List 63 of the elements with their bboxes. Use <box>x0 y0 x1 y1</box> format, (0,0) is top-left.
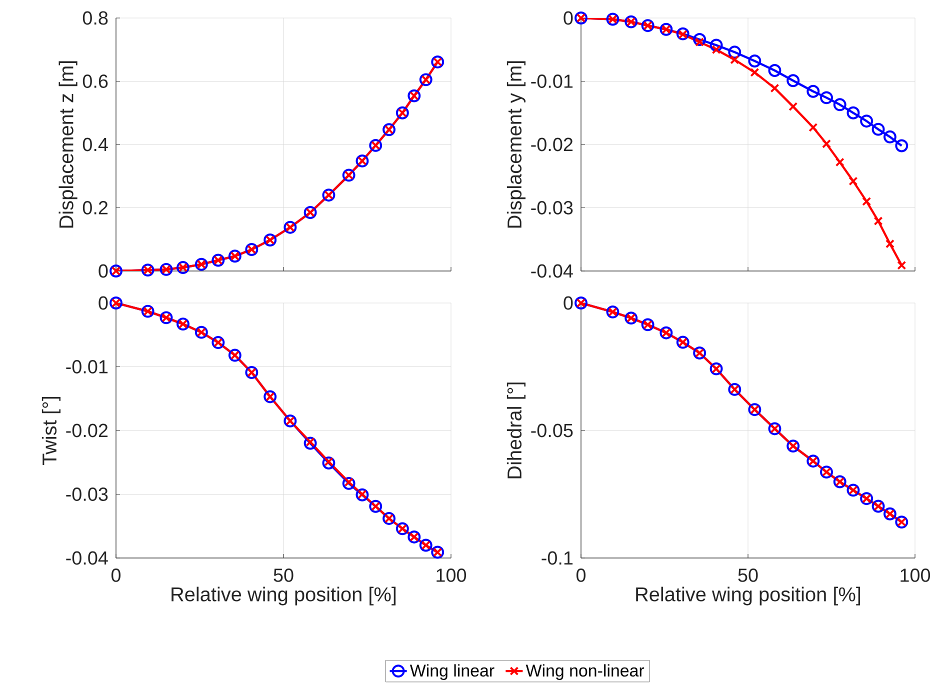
point <box>730 55 740 64</box>
y-tick-label: -0.02 <box>66 424 108 438</box>
point <box>848 176 858 186</box>
x-tick-label: 50 <box>738 568 758 582</box>
point <box>874 216 883 226</box>
point <box>872 122 885 136</box>
point <box>883 130 896 144</box>
y-tick-label: -0.01 <box>66 360 108 374</box>
y-tick-label: 0.2 <box>82 201 108 214</box>
y-tick-label: -0.01 <box>531 74 573 88</box>
y-tick-label: -0.1 <box>542 551 573 565</box>
point <box>768 64 782 77</box>
x-axis-title: Relative wing position [%] <box>172 586 396 606</box>
x-tick-label: 0 <box>576 568 586 582</box>
y-tick-label: -0.05 <box>531 424 573 438</box>
point <box>897 260 906 270</box>
point <box>860 114 874 128</box>
y-tick-label: 0 <box>564 11 573 25</box>
legend-label: Wing non-linear <box>526 664 644 680</box>
y-axis-title: Dihedral [°] <box>506 382 526 478</box>
point <box>356 488 369 502</box>
y-tick-label: -0.04 <box>531 264 573 278</box>
y-tick-label: 0 <box>98 296 108 310</box>
y-axis-title: Displacement y [m] <box>506 61 526 228</box>
point <box>833 98 846 112</box>
point <box>806 84 820 98</box>
point <box>862 196 872 206</box>
y-tick-label: -0.02 <box>531 138 573 152</box>
point <box>822 139 832 148</box>
legend-label: Wing linear <box>410 664 494 680</box>
point <box>750 68 760 77</box>
point <box>846 106 860 120</box>
point <box>322 456 336 470</box>
point <box>895 139 908 152</box>
y-axis-title: Twist [°] <box>42 396 60 466</box>
y-tick-label: -0.03 <box>531 201 573 214</box>
x-tick-label: 100 <box>436 568 466 582</box>
y-tick-label: 0.8 <box>82 11 108 25</box>
point <box>820 91 833 104</box>
y-tick-label: -0.03 <box>66 488 108 501</box>
point <box>748 54 762 68</box>
y-tick-label: -0.04 <box>66 551 108 565</box>
point <box>304 436 317 450</box>
y-tick-label: 0.6 <box>82 74 108 88</box>
x-tick-label: 50 <box>274 568 294 582</box>
x-tick-label: 100 <box>900 568 930 582</box>
point <box>835 158 844 167</box>
point <box>770 84 780 93</box>
y-tick-label: 0.4 <box>82 138 108 152</box>
x-axis-title: Relative wing position [%] <box>636 586 860 606</box>
point <box>808 122 818 132</box>
y-tick-label: 0 <box>564 296 573 310</box>
point <box>342 476 356 490</box>
point <box>788 102 798 112</box>
y-tick-label: 0 <box>98 264 108 278</box>
point <box>693 33 706 46</box>
y-axis-title: Displacement z [m] <box>58 61 78 228</box>
point <box>885 239 894 248</box>
point <box>676 27 690 40</box>
point <box>786 74 800 88</box>
point <box>728 46 742 59</box>
point <box>710 38 723 52</box>
x-tick-label: 0 <box>111 568 121 582</box>
